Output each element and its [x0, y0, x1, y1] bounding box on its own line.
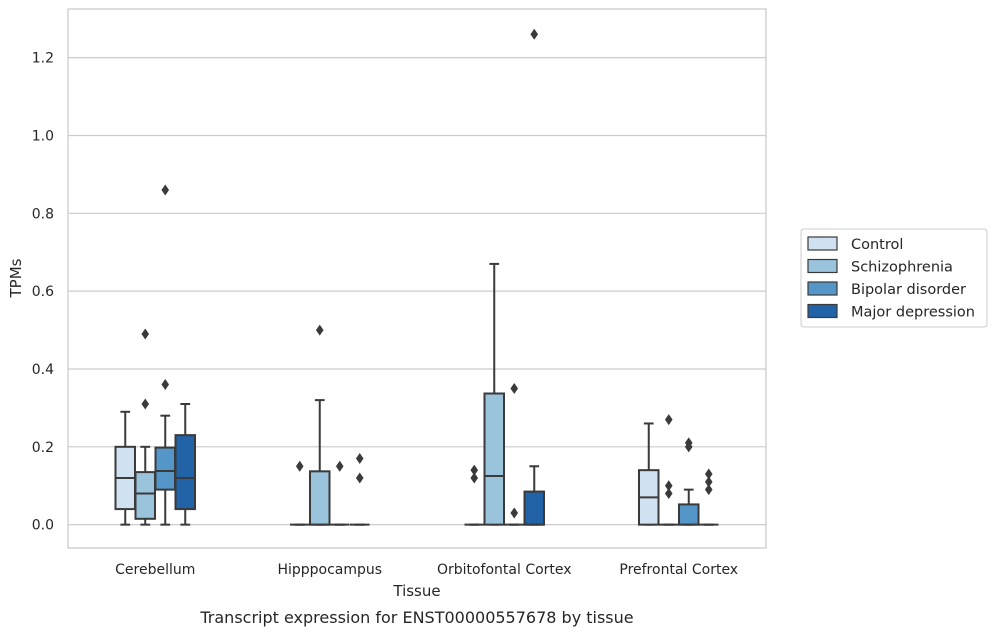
outlier-point: [704, 468, 713, 480]
box-bipolar-disorder: [504, 382, 524, 526]
legend-label: Schizophrenia: [851, 260, 953, 276]
box-major-depression: [699, 468, 719, 526]
box-body: [523, 490, 545, 526]
y-tick-label: 1.2: [32, 51, 54, 67]
box-schizophrenia: [134, 328, 156, 526]
outlier-point: [161, 379, 170, 391]
legend-swatch: [807, 236, 838, 251]
x-axis-ticks: Cerebellum Hipppocampus Orbitofontal Corte…: [115, 562, 738, 578]
y-axis-label: TPMs: [7, 258, 25, 298]
outlier-point: [355, 452, 364, 464]
outlier-point: [510, 382, 519, 394]
box-control: [290, 460, 310, 526]
outlier-point: [161, 184, 170, 196]
outlier-point: [315, 324, 324, 336]
outlier-point: [141, 398, 150, 410]
x-tick-label: Hipppocampus: [277, 562, 382, 578]
legend: Control Schizophrenia Bipolar disorder Majo…: [800, 228, 988, 328]
box-body: [678, 503, 700, 526]
box-body: [154, 446, 176, 491]
legend-frame: [800, 228, 988, 328]
x-tick-label: Prefrontal Cortex: [619, 562, 738, 578]
y-tick-label: 0.4: [32, 362, 54, 378]
outlier-point: [704, 476, 713, 488]
box-bipolar-disorder: [678, 437, 700, 526]
box-schizophrenia: [309, 324, 331, 526]
outlier-point: [470, 464, 479, 476]
chart-caption: Transcript expression for ENST0000055767…: [199, 608, 633, 627]
box-major-depression: [174, 403, 196, 526]
x-axis-label: Tissue: [392, 582, 440, 600]
outlier-point: [704, 484, 713, 496]
outlier-point: [664, 414, 673, 426]
legend-label: Bipolar disorder: [851, 282, 966, 298]
y-axis-ticks: 0.0 0.2 0.4 0.6 0.8 1.0 1.2: [32, 51, 54, 534]
x-tick-label: Cerebellum: [115, 562, 195, 578]
box-body: [309, 470, 331, 526]
box-major-depression: [523, 28, 545, 526]
outlier-point: [141, 328, 150, 340]
legend-swatch: [807, 303, 838, 319]
outlier-point: [510, 507, 519, 519]
y-tick-label: 0.8: [32, 206, 54, 222]
box-bipolar-disorder: [154, 184, 176, 526]
box-body: [483, 392, 505, 526]
legend-label: Control: [851, 237, 903, 253]
outlier-point: [664, 488, 673, 500]
outlier-point: [664, 480, 673, 492]
y-tick-label: 0.0: [32, 518, 54, 534]
legend-label: Major depression: [851, 305, 975, 321]
box-control: [638, 422, 660, 526]
outlier-point: [684, 437, 693, 449]
outlier-point: [470, 472, 479, 484]
box-bipolar-disorder: [330, 460, 350, 526]
box-groups: [114, 28, 719, 526]
y-tick-label: 1.0: [32, 128, 54, 144]
x-tick-label: Orbitofontal Cortex: [437, 562, 572, 578]
box-major-depression: [350, 452, 370, 526]
outlier-point: [530, 28, 539, 40]
box-control: [464, 464, 484, 526]
plot-frame: [67, 8, 767, 549]
legend-swatch: [807, 258, 838, 274]
box-control: [114, 410, 136, 526]
outlier-point: [295, 460, 304, 472]
y-tick-label: 0.2: [32, 440, 54, 456]
outlier-point: [335, 460, 344, 472]
box-body: [174, 434, 196, 511]
legend-swatch: [807, 281, 838, 296]
box-body: [134, 471, 156, 520]
y-tick-label: 0.6: [32, 284, 54, 300]
box-schizophrenia: [659, 414, 679, 526]
box-schizophrenia: [483, 262, 505, 526]
outlier-point: [355, 472, 364, 484]
